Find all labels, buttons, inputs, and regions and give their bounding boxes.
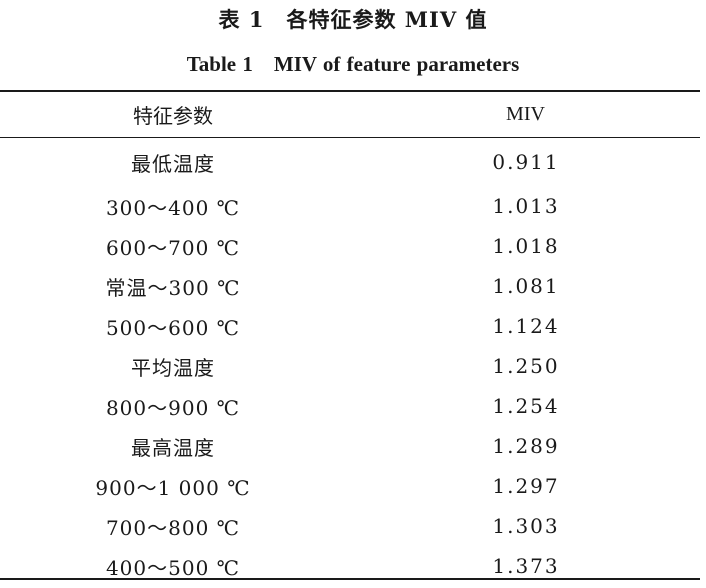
header-row: 特征参数 MIV (0, 92, 700, 137)
parameter-cell: 平均温度 (131, 355, 215, 380)
header-miv: MIV (506, 103, 545, 125)
table-caption-chinese: 表 1 各特征参数 MIV 值 (218, 7, 488, 32)
table-row: 300～400 ℃ 1.013 (0, 186, 700, 226)
parameter-cell: 800～900 ℃ (105, 395, 241, 420)
table-row: 500～600 ℃ 1.124 (0, 306, 700, 346)
parameter-cell: 常温～300 ℃ (105, 275, 241, 300)
table-row: 400～500 ℃ 1.373 (0, 546, 700, 586)
header-rule (0, 137, 700, 138)
table-row: 900～1 000 ℃ 1.297 (0, 466, 700, 506)
parameter-cell: 最高温度 (131, 435, 215, 460)
parameter-cell: 300～400 ℃ (105, 195, 241, 220)
table-row: 800～900 ℃ 1.254 (0, 386, 700, 426)
table-row: 600～700 ℃ 1.018 (0, 226, 700, 266)
parameter-cell: 900～1 000 ℃ (95, 475, 251, 500)
parameter-cell: 700～800 ℃ (105, 515, 241, 540)
miv-cell: 1.081 (492, 274, 560, 298)
miv-cell: 1.297 (492, 474, 560, 498)
table-row: 700～800 ℃ 1.303 (0, 506, 700, 546)
parameter-cell: 400～500 ℃ (105, 555, 241, 580)
table-row: 最高温度 1.289 (0, 426, 700, 466)
header-feature-parameter: 特征参数 (133, 104, 213, 128)
miv-cell: 1.018 (492, 234, 560, 258)
parameter-cell: 600～700 ℃ (105, 235, 241, 260)
miv-cell: 1.013 (492, 194, 560, 218)
bottom-rule (0, 578, 700, 580)
table-row: 平均温度 1.250 (0, 346, 700, 386)
miv-cell: 1.254 (492, 394, 560, 418)
table-caption-english: Table 1 MIV of feature parameters (186, 52, 520, 76)
top-rule (0, 90, 700, 92)
miv-cell: 1.303 (492, 514, 560, 538)
miv-cell: 1.250 (492, 354, 560, 378)
miv-table: 特征参数 MIV 最低温度 0.911 300～400 ℃ 1.013 600～… (0, 92, 700, 586)
miv-cell: 1.289 (492, 434, 560, 458)
parameter-cell: 最低温度 (131, 151, 215, 176)
miv-cell: 1.373 (492, 554, 560, 578)
miv-cell: 0.911 (492, 150, 560, 174)
miv-cell: 1.124 (492, 314, 560, 338)
table-row: 常温～300 ℃ 1.081 (0, 266, 700, 306)
table-row: 最低温度 0.911 (0, 137, 700, 186)
parameter-cell: 500～600 ℃ (105, 315, 241, 340)
